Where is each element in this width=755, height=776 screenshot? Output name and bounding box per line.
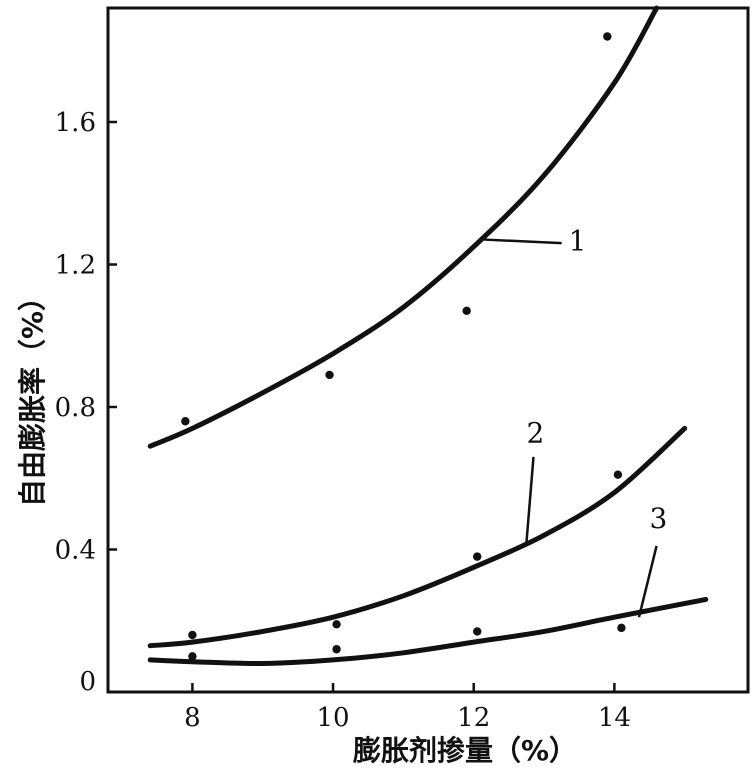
series-1-point bbox=[325, 370, 334, 380]
series-2-point bbox=[473, 552, 482, 561]
curve-1-leader bbox=[484, 238, 562, 245]
plot-border bbox=[106, 6, 750, 694]
plot-frame bbox=[106, 6, 750, 694]
x-tick-label: 10 bbox=[317, 703, 350, 733]
curve-2-label: 2 bbox=[526, 417, 544, 450]
y-tick-label: 1.6 bbox=[55, 108, 96, 138]
curve-2-leader bbox=[525, 456, 535, 543]
series-points bbox=[181, 32, 626, 661]
series-1-point bbox=[462, 306, 471, 316]
series-1-point bbox=[603, 32, 612, 41]
y-axis: 0 0.4 0.8 1.2 1.6 bbox=[55, 108, 117, 697]
curve-3-leader bbox=[637, 545, 658, 618]
x-tick-label: 8 bbox=[184, 703, 201, 733]
series-1-point bbox=[181, 417, 190, 426]
y-tick-label: 0 bbox=[79, 667, 96, 697]
x-axis: 8 10 12 14 bbox=[184, 683, 631, 733]
series-1-curve bbox=[147, 5, 660, 449]
y-tick-label: 0.8 bbox=[55, 393, 96, 423]
curve-1-label: 1 bbox=[569, 224, 587, 257]
series-2-curve bbox=[147, 425, 688, 649]
x-tick-label: 14 bbox=[598, 703, 631, 733]
curve-label-leaders: 1 2 3 bbox=[484, 224, 668, 618]
series-3-point bbox=[473, 627, 482, 636]
x-tick-label: 12 bbox=[457, 703, 490, 733]
curve-3-label: 3 bbox=[650, 502, 668, 535]
series-2-point bbox=[613, 470, 623, 479]
y-axis-title: 自由膨胀率（%） bbox=[16, 283, 49, 507]
x-axis-title: 膨胀剂掺量（%） bbox=[352, 734, 577, 767]
series-3-point bbox=[332, 645, 341, 654]
series-2-point bbox=[188, 630, 197, 640]
series-3-point bbox=[188, 652, 197, 661]
y-tick-label: 0.4 bbox=[55, 536, 96, 566]
y-tick-label: 1.2 bbox=[55, 251, 96, 281]
series-2-point bbox=[332, 620, 341, 629]
series-curves bbox=[147, 5, 709, 667]
series-3-curve bbox=[147, 596, 709, 667]
series-3-point bbox=[617, 623, 626, 633]
